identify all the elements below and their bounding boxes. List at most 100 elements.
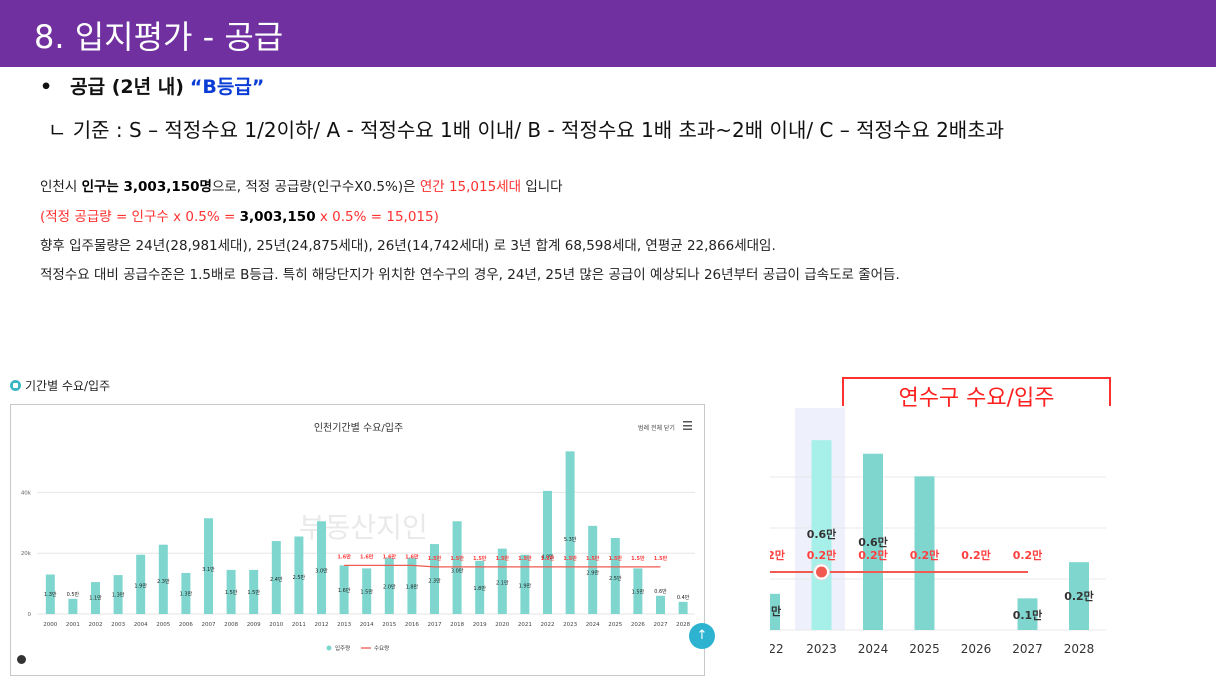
scroll-top-button[interactable]: ↑ [689,623,715,649]
chart-title: 인천기간별 수요/입주 [313,423,404,434]
bar-value-label: 3.0만 [451,567,464,574]
bar-2025 [914,476,935,630]
demand-value-label: 2만 [770,548,785,562]
para1-bold: 인구는 3,003,150명 [81,179,212,195]
bar-value-label: 1.5만 [225,589,238,596]
bar-value-label: 2.9만 [586,569,599,576]
bar-value-label: 3.0만 [315,567,328,574]
bar-value-label: 2.5만 [609,575,622,582]
bar-2028 [678,601,688,614]
x-tick-label: 2012 [315,622,329,628]
bar-2027 [1017,598,1038,630]
bar-2016 [407,557,417,614]
logo-icon [17,655,26,664]
left-heading-label: 기간별 수요/입주 [25,379,111,393]
demand-value-label: 0.2만 [858,548,888,562]
x-tick-label: 2018 [450,622,464,628]
bar-value-label: 0.6만 [807,527,837,541]
x-tick-label: 2025 [608,622,622,628]
legend-supply-marker [326,645,332,651]
para2-post: x 0.5% = 15,015) [315,209,439,225]
bar-value-label: 1.1만 [89,595,102,602]
x-tick-label: 2025 [909,642,940,656]
x-tick-label: 2013 [337,622,351,628]
bar-value-label: 3.1만 [202,566,215,573]
bar-value-label: 0.4만 [677,594,690,601]
x-tick-label: 2023 [563,622,577,628]
bar-value-label: 1.5만 [360,588,373,595]
bar-2009 [249,569,259,614]
bar-value-label: 0.6만 [654,588,667,595]
bar-2012 [317,521,326,614]
bar-value-label: 2.3만 [157,578,170,585]
yeonsu-chart-svg: 22 2023 2024 2025 2026 2027 2028 만 0.6만 0.6만 0.1만 0… [770,408,1106,656]
bar-2004 [136,554,146,614]
future-supply-paragraph: 향후 입주물량은 24년(28,981세대), 25년(24,875세대), 2… [40,238,776,254]
bar-2022 [543,490,552,614]
bar-value-label: 1.6만 [338,587,351,594]
demand-value-label: 1.5만 [450,555,464,562]
demand-value-label: 1.5만 [586,555,600,562]
demand-value-label: 1.5만 [631,555,645,562]
x-tick-label: 2001 [66,622,80,628]
demand-value-label: 1.6만 [405,553,419,560]
bar-value-label: 1.9만 [519,582,532,589]
grade-text: “B등급” [189,76,265,98]
x-tick-label: 2027 [654,622,668,628]
bar-2007 [204,518,213,614]
demand-value-label: 1.5만 [496,555,510,562]
demand-value-label: 1.5만 [518,555,532,562]
bar-2026 [633,568,643,614]
bar-2002 [91,582,100,614]
x-tick-label: 2007 [202,622,216,628]
x-tick-label: 2026 [631,622,645,628]
bar-2018 [452,521,462,614]
x-tick-label: 2006 [179,622,193,628]
bar-2023 [565,451,575,614]
bar-value-label: 0.5만 [67,591,80,598]
x-tick-label: 2024 [858,642,889,656]
bar-2020 [497,548,507,614]
bar-value-label: 4.0만 [541,554,554,561]
bar-value-label: 만 [771,604,781,618]
bar-2011 [294,536,304,614]
demand-value-label: 1.5만 [541,555,555,562]
bar-value-label: 5.3만 [564,536,577,543]
x-tick-label: 2004 [134,622,148,628]
para1-red: 연간 15,015세대 [419,179,522,195]
para1-mid: 으로, 적정 공급량(인구수X0.5%)은 [211,179,420,195]
x-tick-label: 2011 [292,622,306,628]
x-tick-label: 2015 [382,622,396,628]
y-tick-label: 0 [28,612,32,618]
bar-value-label: 1.5만 [247,589,260,596]
x-tick-label: 2028 [676,622,690,628]
demand-value-label: 1.5만 [563,555,577,562]
bar-value-label: 0.2만 [1064,589,1094,603]
legend-supply-label: 입주량 [335,644,350,652]
demand-point [816,566,827,578]
menu-icon[interactable] [683,421,692,430]
demand-value-label: 1.5만 [609,555,623,562]
x-tick-label: 2017 [428,622,442,628]
bar-2000 [45,574,55,614]
bar-value-label: 2.0만 [383,584,396,591]
x-tick-label: 2000 [43,622,57,628]
x-tick-label: 2024 [586,622,600,628]
x-tick-label: 2027 [1012,642,1043,656]
demand-value-label: 0.2만 [807,548,837,562]
x-tick-label: 2019 [473,622,487,628]
x-tick-label: 2023 [806,642,837,656]
bar-2027 [656,595,665,614]
header-bar: 8. 입지평가 - 공급 [0,0,1216,67]
bar-2005 [158,544,168,614]
bar-2001 [68,598,78,614]
x-tick-label: 2022 [541,622,555,628]
demand-value-label: 1.6만 [383,553,397,560]
x-tick-label: 2014 [360,622,374,628]
legend-toggle-button[interactable]: 범례 전체 닫기 [638,425,675,432]
para1-post: 입니다 [521,179,563,195]
bullet-label: 공급 (2년 내) [70,76,184,98]
bar-value-label: 2.1만 [496,580,509,587]
x-tick-label: 2028 [1064,642,1095,656]
x-tick-label: 2010 [269,622,283,628]
